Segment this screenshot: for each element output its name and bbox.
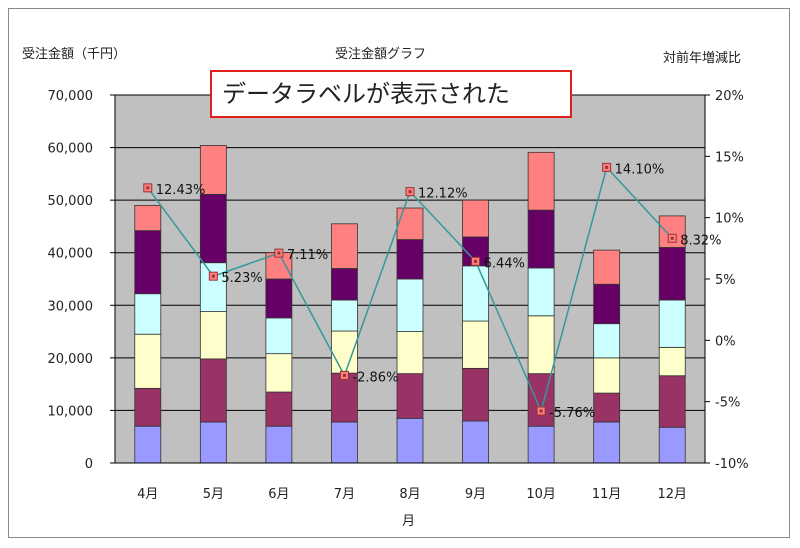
bar-segment [462, 265, 489, 322]
line-marker-dot [605, 165, 609, 169]
bar-segment [265, 278, 293, 319]
line-marker-dot [408, 190, 412, 194]
bar-segment [462, 420, 489, 464]
line-marker-dot [146, 186, 150, 190]
y-tick-label: 60,000 [48, 142, 94, 157]
bar-segment [527, 373, 555, 427]
bar-segment [199, 193, 227, 264]
x-tick-label: 5月 [203, 487, 224, 502]
bar-segment [396, 373, 424, 419]
y-tick-label: 0 [85, 457, 93, 472]
y2-tick-label: 15% [715, 150, 744, 165]
line-marker-dot [474, 259, 478, 263]
line-marker-dot [211, 274, 215, 278]
bar-segment [331, 372, 358, 423]
bar-segment [658, 299, 686, 348]
chart-title: 受注金額グラフ [335, 47, 427, 62]
y-tick-label: 50,000 [48, 194, 94, 209]
bar-segment [199, 262, 227, 312]
bar-segment [331, 268, 358, 301]
x-tick-label: 12月 [657, 487, 687, 502]
bar-segment [593, 323, 621, 359]
y-axis-title: 受注金額（千円） [22, 47, 127, 62]
bar-segment [134, 425, 162, 464]
bar-segment [199, 358, 227, 423]
line-marker-dot [670, 236, 674, 240]
bar-segment [593, 421, 621, 464]
y-tick-label: 70,000 [48, 89, 94, 104]
bar-segment [658, 247, 686, 301]
bar-segment [134, 230, 162, 295]
bar-segment [265, 353, 293, 393]
bar-segment [396, 207, 424, 240]
line-marker-dot [342, 373, 346, 377]
x-tick-label: 4月 [137, 487, 158, 502]
x-tick-label: 6月 [268, 487, 289, 502]
bar-segment [134, 333, 162, 389]
bar-segment [462, 320, 489, 369]
y-tick-label: 30,000 [48, 299, 94, 314]
bar-segment [331, 299, 358, 332]
line-data-label: 12.12% [418, 187, 468, 202]
bar-segment [658, 346, 686, 377]
bar-segment [527, 425, 555, 464]
line-data-label: -5.76% [549, 406, 595, 421]
bar-segment [658, 375, 686, 428]
y2-axis-title: 対前年増減比 [663, 51, 742, 66]
data-label-annotation: データラベルが表示された [210, 70, 572, 118]
x-tick-label: 9月 [465, 487, 486, 502]
y-tick-label: 10,000 [48, 404, 94, 419]
bar-segment [265, 425, 293, 464]
x-tick-label: 10月 [526, 487, 556, 502]
bar-segment [396, 331, 424, 375]
bar-segment [462, 199, 489, 238]
bar-segment [593, 283, 621, 325]
y-tick-label: 20,000 [48, 352, 94, 367]
bar-segment [527, 209, 555, 269]
line-data-label: 14.10% [615, 162, 665, 177]
bar-segment [199, 311, 227, 360]
bar-segment [396, 417, 424, 464]
bar-segment [593, 357, 621, 394]
y2-tick-label: -5% [715, 396, 740, 411]
bar-segment [396, 278, 424, 332]
y-tick-label: 40,000 [48, 247, 94, 262]
bar-segment [593, 249, 621, 285]
bar-segment [199, 145, 227, 195]
bar-segment [265, 317, 293, 355]
bar-segment [593, 392, 621, 423]
y2-tick-label: 10% [715, 212, 744, 227]
bar-segment [527, 315, 555, 375]
bar-segment [527, 151, 555, 211]
x-tick-label: 7月 [334, 487, 355, 502]
line-data-label: 12.43% [156, 183, 206, 198]
line-marker-dot [539, 409, 543, 413]
bar-segment [199, 421, 227, 464]
line-data-label: 6.44% [484, 256, 525, 271]
x-axis-title: 月 [402, 514, 416, 529]
x-tick-label: 8月 [399, 487, 420, 502]
bar-segment [396, 239, 424, 280]
y2-tick-label: 5% [715, 273, 736, 288]
line-data-label: 5.23% [221, 271, 262, 286]
bar-segment [527, 267, 555, 317]
bar-segment [658, 426, 686, 464]
y2-tick-label: 20% [715, 89, 744, 104]
bar-segment [134, 387, 162, 427]
line-data-label: 8.32% [680, 233, 721, 248]
bar-segment [462, 367, 489, 422]
bar-segment [134, 293, 162, 335]
bar-segment [331, 223, 358, 269]
x-tick-label: 11月 [592, 487, 622, 502]
line-data-label: -2.86% [352, 370, 398, 385]
y2-tick-label: -10% [715, 457, 749, 472]
line-data-label: 7.11% [287, 248, 328, 263]
line-marker-dot [277, 251, 281, 255]
bar-segment [134, 204, 162, 232]
bar-segment [265, 391, 293, 427]
y2-tick-label: 0% [715, 334, 736, 349]
bar-segment [331, 421, 358, 464]
